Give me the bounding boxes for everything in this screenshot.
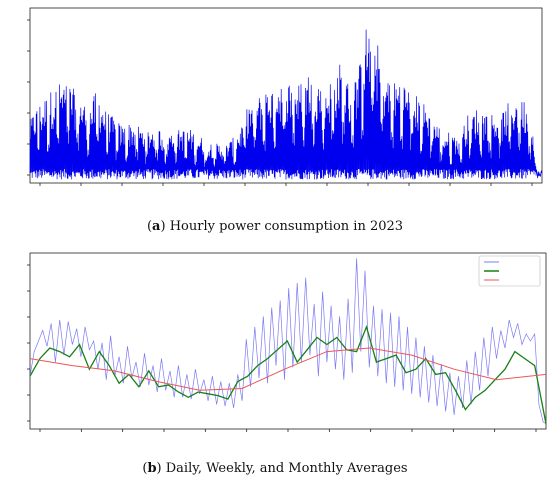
caption-a-label: a	[152, 219, 161, 234]
weekly-series-line	[29, 324, 547, 424]
legend	[478, 255, 541, 287]
legend-box	[478, 255, 541, 287]
caption-a-text: Hourly power consumption in 2023	[165, 219, 404, 234]
hourly-series-line	[29, 29, 543, 180]
daily-series-line	[29, 258, 547, 424]
caption-b-text: Daily, Weekly, and Monthly Averages	[161, 461, 408, 476]
caption-b: (b) Daily, Weekly, and Monthly Averages	[142, 461, 408, 476]
averages-chart-panel	[27, 252, 547, 432]
caption-a: (a) Hourly power consumption in 2023	[146, 219, 404, 234]
caption-b-label: b	[147, 461, 157, 476]
hourly-chart-panel	[27, 7, 543, 186]
monthly-series-line	[29, 347, 547, 391]
